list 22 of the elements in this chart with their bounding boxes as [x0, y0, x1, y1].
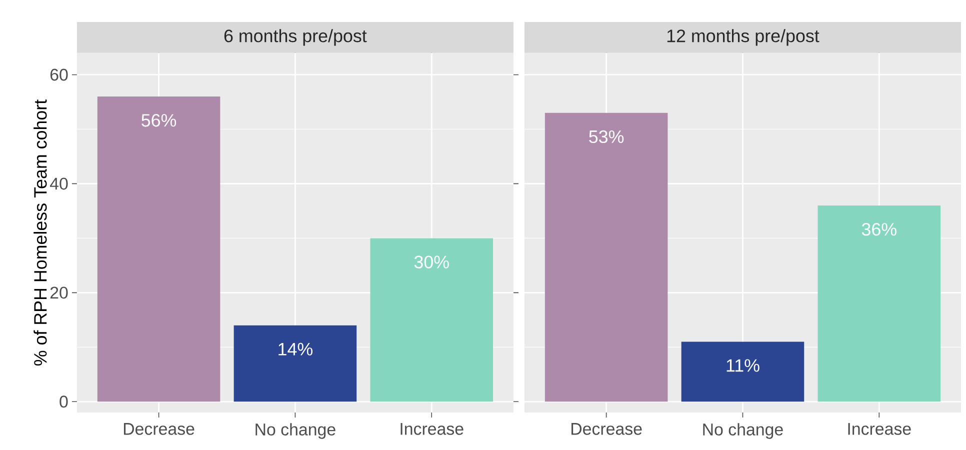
- data-label: 53%: [589, 130, 624, 144]
- data-label: 36%: [862, 223, 896, 236]
- x-tick-label: Decrease: [572, 423, 642, 436]
- x-tick-label: Increase: [400, 423, 464, 436]
- bar: [97, 96, 220, 402]
- chart-title: 6 months pre/post: [224, 29, 367, 46]
- x-tick-label: No change: [256, 423, 336, 440]
- x-tick-label: Increase: [848, 423, 911, 436]
- y-tick-label: 60: [50, 68, 68, 81]
- data-label: 56%: [142, 114, 176, 127]
- data-label: 14%: [278, 343, 312, 356]
- bar: [370, 238, 494, 402]
- x-tick-label: No change: [703, 423, 783, 440]
- chart-title: 12 months pre/post: [667, 29, 820, 46]
- x-tick-label: Decrease: [124, 423, 194, 436]
- y-tick-label: 0: [60, 396, 68, 408]
- data-label: 11%: [726, 359, 760, 372]
- y-axis-title: % of RPH Homeless Team cohort: [34, 100, 47, 366]
- data-label: 30%: [414, 256, 449, 269]
- y-tick-label: 20: [50, 286, 68, 299]
- y-tick-label: 40: [50, 178, 68, 190]
- bar: [234, 326, 357, 402]
